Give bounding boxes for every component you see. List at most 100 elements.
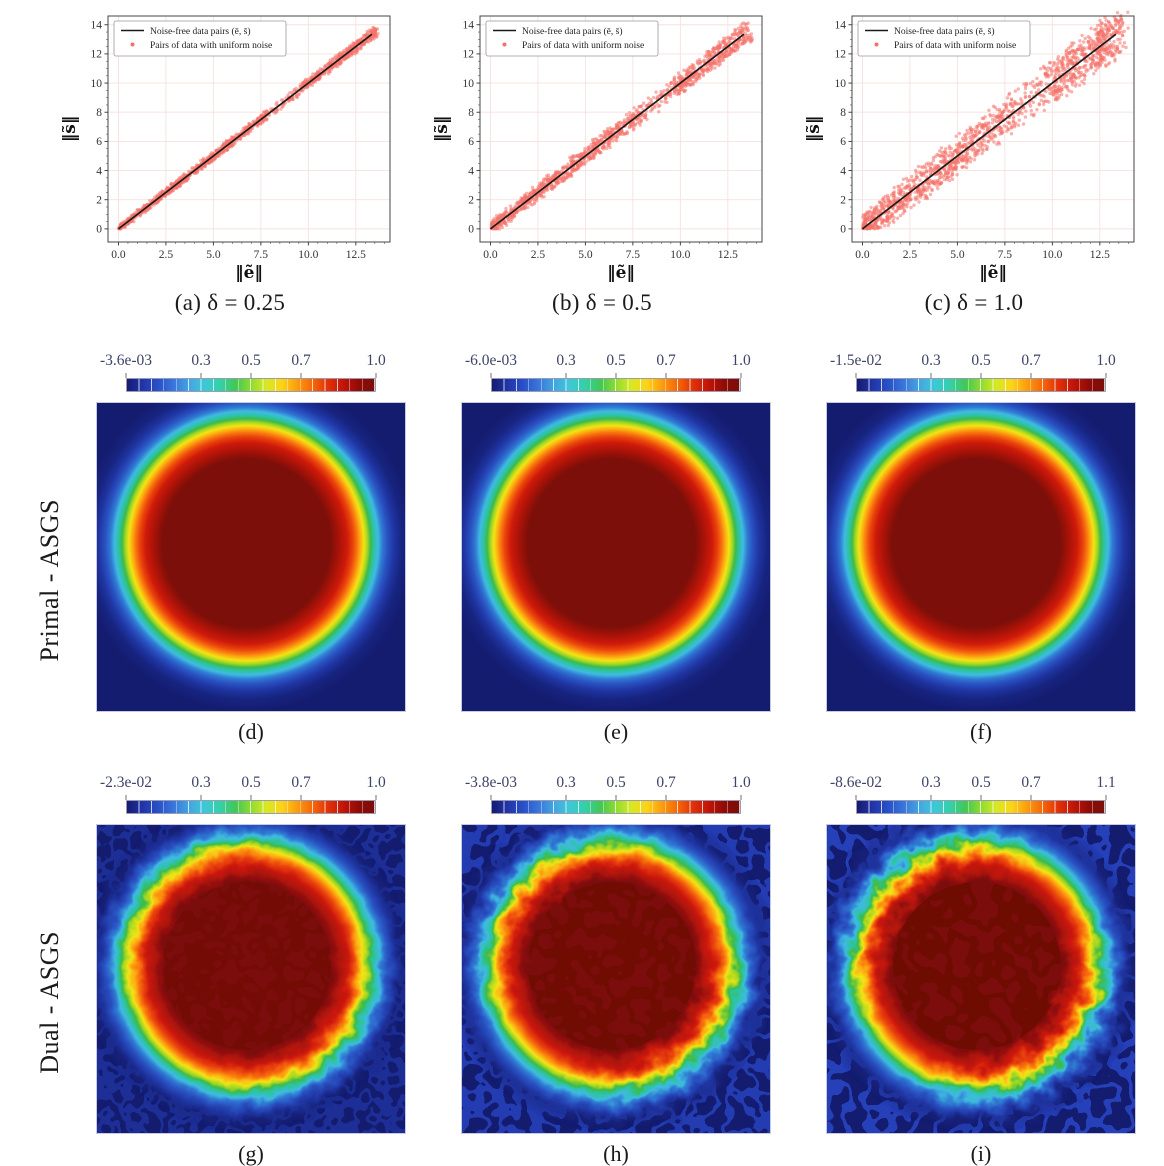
legend-dot-sample bbox=[874, 42, 879, 47]
colorbar-tick-label: -3.6e-03 bbox=[99, 352, 153, 369]
colorbar-gradient bbox=[126, 378, 376, 392]
scatter-figure-a: 0.0 2.5 5.0 7.5 10.0 12.5 0 2 4 6 8 10 12 14 ‖ẽ‖ ‖s̃‖ No… bbox=[54, 6, 406, 316]
colorbar-tick-label: 0.7 bbox=[1021, 352, 1041, 369]
svg-text:2: 2 bbox=[468, 195, 474, 207]
svg-text:0: 0 bbox=[468, 224, 474, 236]
colorbar-tick-label: 0.7 bbox=[291, 352, 311, 369]
noisy-field-svg bbox=[97, 825, 405, 1133]
svg-text:12: 12 bbox=[91, 49, 103, 61]
scatter-row: 0.0 2.5 5.0 7.5 10.0 12.5 0 2 4 6 8 10 12 14 ‖ẽ‖ ‖s̃‖ No… bbox=[0, 0, 1164, 316]
core-blotches bbox=[163, 882, 331, 1050]
svg-text:0.0: 0.0 bbox=[855, 249, 870, 261]
colorbar-tick-label: 0.7 bbox=[1021, 774, 1041, 791]
svg-text:6: 6 bbox=[840, 136, 846, 148]
svg-text:5.0: 5.0 bbox=[578, 249, 593, 261]
subcaption-b: (b) δ = 0.5 bbox=[552, 290, 652, 315]
colorbar-tick-label: 0.5 bbox=[241, 352, 261, 369]
colorbar-f: -1.5e-02 0.3 0.5 0.7 1.0 bbox=[830, 352, 1116, 392]
colorbar-tick-label: 0.7 bbox=[656, 774, 676, 791]
svg-text:6: 6 bbox=[468, 136, 474, 148]
svg-text:5.0: 5.0 bbox=[206, 249, 221, 261]
noise-free-line bbox=[861, 33, 1117, 230]
colorbar-tick-label: 1.0 bbox=[731, 774, 751, 791]
core-blotches bbox=[893, 882, 1061, 1050]
svg-text:4: 4 bbox=[840, 165, 846, 177]
y-axis-label: ‖s̃‖ bbox=[62, 116, 80, 143]
scatter-figure-c: 0.0 2.5 5.0 7.5 10.0 12.5 0 2 4 6 8 10 12 14 ‖ẽ‖ ‖s̃‖ No… bbox=[798, 6, 1150, 316]
colorbar-tickmarks bbox=[855, 373, 1107, 378]
svg-text:0: 0 bbox=[840, 224, 846, 236]
svg-text:0.0: 0.0 bbox=[483, 249, 498, 261]
colorbar-tick-label: -6.0e-03 bbox=[464, 352, 518, 369]
legend-dot-sample bbox=[502, 42, 507, 47]
subcaption-c: (c) δ = 1.0 bbox=[924, 290, 1024, 315]
colorbar-gradient bbox=[856, 800, 1106, 814]
plot-frame bbox=[107, 15, 391, 243]
heatmap-g bbox=[96, 824, 406, 1134]
scatter-figure-b: 0.0 2.5 5.0 7.5 10.0 12.5 0 2 4 6 8 10 12 14 ‖ẽ‖ ‖s̃‖ No… bbox=[426, 6, 778, 316]
scatter-chart-c: 0.0 2.5 5.0 7.5 10.0 12.5 0 2 4 6 8 10 12 14 ‖ẽ‖ ‖s̃‖ No… bbox=[806, 10, 1135, 282]
colorbar-tick-label: 0.3 bbox=[556, 774, 576, 791]
svg-text:10.0: 10.0 bbox=[1042, 249, 1062, 261]
scatter-chart-a: 0.0 2.5 5.0 7.5 10.0 12.5 0 2 4 6 8 10 12 14 ‖ẽ‖ ‖s̃‖ No… bbox=[62, 15, 391, 282]
heat-figure-i: -8.6e-02 0.3 0.5 0.7 1.1 bbox=[826, 774, 1136, 1166]
colorbar-labels: -3.8e-03 0.3 0.5 0.7 1.0 bbox=[465, 774, 751, 795]
svg-text:2.5: 2.5 bbox=[531, 249, 546, 261]
colorbar-gradient bbox=[856, 378, 1106, 392]
svg-text:8: 8 bbox=[840, 107, 846, 119]
heat-figure-g: -2.3e-02 0.3 0.5 0.7 1.0 bbox=[96, 774, 406, 1166]
svg-text:10: 10 bbox=[463, 78, 475, 90]
colorbar-tick-label: 1.0 bbox=[366, 352, 386, 369]
svg-text:2: 2 bbox=[840, 195, 846, 207]
svg-text:14: 14 bbox=[463, 20, 475, 32]
legend-dot-sample bbox=[130, 42, 135, 47]
x-axis-label: ‖ẽ‖ bbox=[979, 263, 1007, 282]
plot-frame bbox=[479, 15, 763, 243]
colorbar-tick-label: 0.5 bbox=[606, 352, 626, 369]
heat-figure-f: -1.5e-02 0.3 0.5 0.7 1.0 (f) bbox=[826, 352, 1136, 745]
colorbar-h: -3.8e-03 0.3 0.5 0.7 1.0 bbox=[465, 774, 751, 814]
svg-text:14: 14 bbox=[91, 20, 103, 32]
colorbar-tick-label: 1.0 bbox=[366, 774, 386, 791]
colorbar-e: -6.0e-03 0.3 0.5 0.7 1.0 bbox=[465, 352, 751, 392]
colorbar-tick-label: 0.5 bbox=[241, 774, 261, 791]
colorbar-tick-label: 0.3 bbox=[191, 774, 211, 791]
colorbar-tick-label: -3.8e-03 bbox=[464, 774, 518, 791]
heat-figure-d: -3.6e-03 0.3 0.5 0.7 1.0 (d) bbox=[96, 352, 406, 745]
colorbar-tick-label: 0.5 bbox=[971, 774, 991, 791]
svg-text:12: 12 bbox=[835, 49, 847, 61]
colorbar-d: -3.6e-03 0.3 0.5 0.7 1.0 bbox=[100, 352, 386, 392]
colorbar-labels: -6.0e-03 0.3 0.5 0.7 1.0 bbox=[465, 352, 751, 373]
svg-text:Noise-free data pairs (ē, s̄): Noise-free data pairs (ē, s̄) bbox=[150, 26, 251, 37]
legend: Noise-free data pairs (ē, s̄) Pairs of da… bbox=[485, 20, 659, 57]
dual-asgs-row: Dual - ASGS -2.3e-02 0.3 0.5 0.7 1.0 bbox=[0, 774, 1164, 1166]
svg-text:7.5: 7.5 bbox=[626, 249, 641, 261]
heatmap-e bbox=[461, 402, 771, 712]
svg-text:10.0: 10.0 bbox=[670, 249, 690, 261]
y-axis-label: ‖s̃‖ bbox=[434, 116, 452, 143]
noise-free-line bbox=[489, 33, 745, 230]
colorbar-tick-label: 0.5 bbox=[971, 352, 991, 369]
colorbar-tick-label: 0.5 bbox=[606, 774, 626, 791]
subcaption-i: (i) bbox=[970, 1141, 992, 1166]
heat-figure-e: -6.0e-03 0.3 0.5 0.7 1.0 (e) bbox=[461, 352, 771, 745]
heatmap-i bbox=[826, 824, 1136, 1134]
colorbar-tick-label: 0.3 bbox=[921, 774, 941, 791]
colorbar-tickmarks bbox=[490, 795, 742, 800]
plot-frame bbox=[851, 15, 1135, 243]
svg-text:4: 4 bbox=[468, 165, 474, 177]
svg-text:Pairs of data with uniform noi: Pairs of data with uniform noise bbox=[894, 40, 1016, 51]
noise-free-line bbox=[117, 33, 373, 230]
subcaption-e: (e) bbox=[603, 719, 629, 744]
colorbar-tick-label: 0.7 bbox=[656, 352, 676, 369]
colorbar-gradient bbox=[126, 800, 376, 814]
colorbar-g: -2.3e-02 0.3 0.5 0.7 1.0 bbox=[100, 774, 386, 814]
svg-text:10: 10 bbox=[835, 78, 847, 90]
row-label-dual: Dual - ASGS bbox=[4, 822, 96, 1166]
colorbar-tickmarks bbox=[855, 795, 1107, 800]
subcaption-h: (h) bbox=[603, 1141, 629, 1166]
core-blotches bbox=[528, 882, 696, 1050]
colorbar-tick-label: 0.3 bbox=[556, 352, 576, 369]
svg-text:8: 8 bbox=[96, 107, 102, 119]
